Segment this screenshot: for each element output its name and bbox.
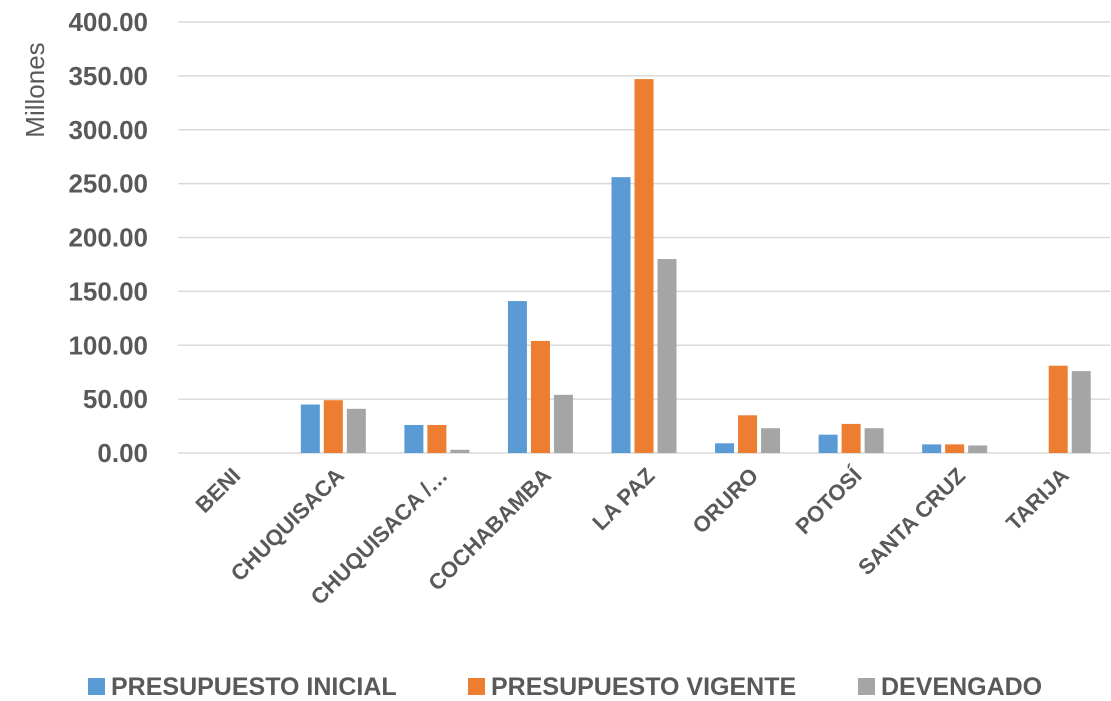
y-axis-unit-label: Millones <box>20 42 50 137</box>
y-axis-ticks: 0.00 50.00 100.00 150.00 200.00 250.00 300.00 3… <box>68 7 148 468</box>
legend: PRESUPUESTO INICIAL PRESUPUESTO VIGENTE DE… <box>88 673 1042 701</box>
bar <box>346 408 366 453</box>
legend-swatch <box>88 678 105 695</box>
bar <box>738 415 758 453</box>
y-tick-label: 100.00 <box>68 330 148 360</box>
bar <box>841 423 861 453</box>
bar <box>864 428 884 453</box>
bars <box>300 79 1091 454</box>
y-tick-label: 350.00 <box>68 61 148 91</box>
bar <box>715 443 735 453</box>
legend-label: PRESUPUESTO VIGENTE <box>491 673 796 701</box>
legend-label: PRESUPUESTO INICIAL <box>111 673 397 701</box>
bar <box>404 424 424 453</box>
x-category-label: LA PAZ <box>587 463 659 535</box>
x-category-label: ORURO <box>688 463 764 539</box>
x-category-label: SANTA CRUZ <box>853 463 970 580</box>
legend-swatch <box>858 678 875 695</box>
legend-label: DEVENGADO <box>881 673 1042 701</box>
bar <box>1071 371 1091 453</box>
bar <box>507 301 527 453</box>
y-tick-label: 150.00 <box>68 276 148 306</box>
y-tick-label: 400.00 <box>68 7 148 37</box>
bar <box>611 177 631 453</box>
bar <box>1048 365 1068 453</box>
bar <box>450 449 470 453</box>
bar <box>427 424 447 453</box>
x-category-label: POTOSÍ <box>790 462 867 539</box>
bar <box>634 79 654 454</box>
bar <box>922 444 942 453</box>
y-tick-label: 250.00 <box>68 169 148 199</box>
bar <box>945 444 965 453</box>
bar <box>818 434 838 453</box>
bar <box>761 428 781 453</box>
bar <box>300 404 320 453</box>
bar <box>657 259 677 453</box>
bar <box>553 394 573 453</box>
x-category-label: BENI <box>190 463 245 518</box>
bar <box>530 340 550 453</box>
bar <box>323 400 343 453</box>
bar <box>968 445 988 453</box>
y-tick-label: 0.00 <box>97 438 148 468</box>
y-tick-label: 200.00 <box>68 223 148 253</box>
y-tick-label: 300.00 <box>68 115 148 145</box>
legend-swatch <box>468 678 485 695</box>
x-category-label: TARIJA <box>1001 463 1074 536</box>
y-tick-label: 50.00 <box>83 384 148 414</box>
